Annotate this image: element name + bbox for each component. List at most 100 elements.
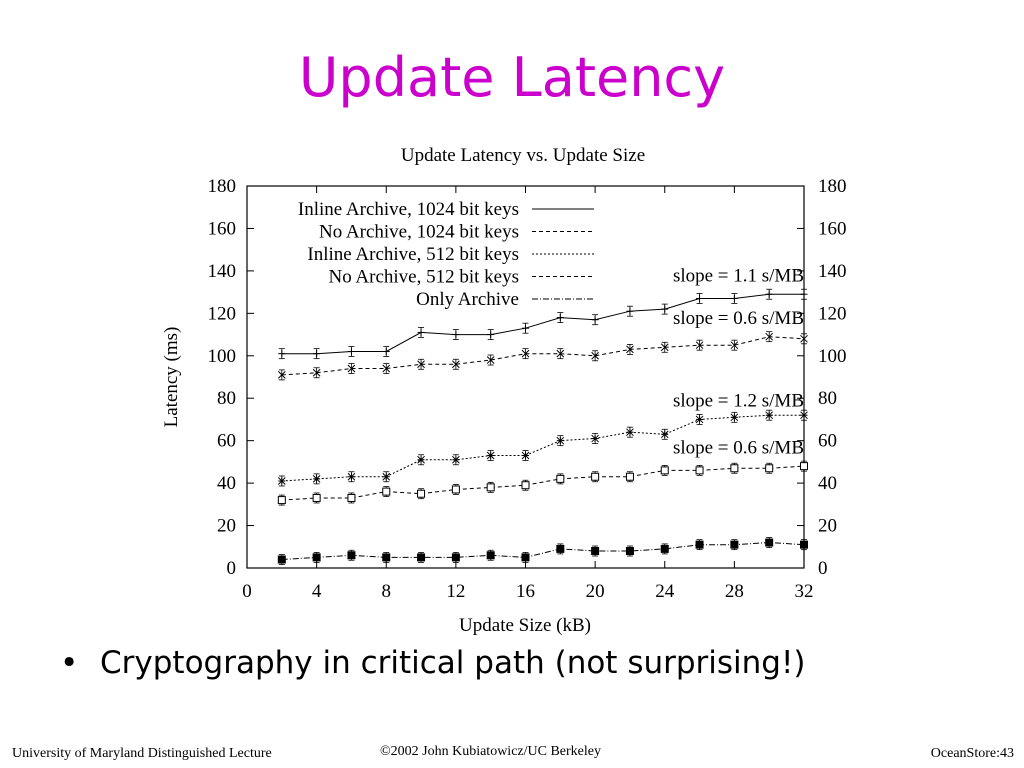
data-point (696, 293, 704, 304)
data-point (417, 327, 425, 338)
data-point (417, 358, 425, 370)
data-point (625, 545, 634, 557)
data-point (277, 494, 286, 506)
data-point (765, 462, 774, 474)
y-tick-label-right: 60 (818, 431, 837, 452)
data-point (312, 551, 321, 563)
data-point (312, 492, 321, 504)
y-tick-label-left: 60 (217, 431, 236, 452)
data-point (486, 354, 495, 366)
data-point (382, 346, 390, 357)
chart-title: Update Latency vs. Update Size (401, 145, 645, 166)
data-point (695, 464, 704, 476)
data-point (800, 539, 808, 551)
y-tick-label-right: 80 (818, 388, 837, 409)
y-axis-ticks: 0 0 20 20 40 40 60 60 80 80 100 100 120 120 140 140 160 1… (208, 176, 847, 579)
y-tick-label-right: 100 (818, 346, 847, 367)
data-point (312, 473, 321, 485)
slope-annotation: slope = 0.6 s/MB (673, 308, 804, 329)
x-tick-label: 8 (382, 581, 392, 602)
x-tick-label: 12 (446, 581, 465, 602)
data-point (661, 303, 669, 315)
x-tick-label: 16 (516, 581, 535, 602)
data-point (695, 339, 704, 351)
data-point (765, 409, 774, 421)
y-tick-label-left: 120 (208, 303, 237, 324)
data-point (382, 471, 391, 483)
data-point (591, 350, 599, 362)
y-tick-label-left: 20 (217, 516, 236, 537)
data-point (660, 428, 669, 440)
data-point (486, 481, 495, 493)
y-tick-label-right: 40 (818, 473, 837, 494)
y-tick-label-left: 0 (227, 558, 237, 579)
legend-label: Inline Archive, 1024 bit keys (298, 199, 519, 220)
bullet-symbol: • (60, 645, 79, 681)
data-point (486, 549, 495, 561)
data-point (556, 435, 565, 447)
data-point (591, 433, 599, 444)
data-point (452, 454, 460, 466)
data-point (347, 346, 355, 357)
data-point (556, 473, 565, 485)
data-point (277, 475, 286, 487)
data-point (521, 348, 530, 360)
y-tick-label-left: 180 (208, 176, 237, 197)
data-point (626, 344, 634, 355)
y-tick-label-right: 180 (818, 176, 847, 197)
data-point (591, 471, 600, 483)
data-point (626, 426, 634, 438)
series-5 (277, 537, 808, 565)
data-point (486, 450, 495, 461)
x-tick-label: 4 (312, 581, 322, 602)
x-tick-label: 28 (725, 581, 744, 602)
legend-label: Only Archive (416, 289, 519, 310)
bullet-text: Cryptography in critical path (not surpr… (100, 645, 806, 681)
data-point (800, 288, 808, 300)
data-point (765, 288, 773, 300)
legend-label: No Archive, 512 bit keys (328, 267, 519, 288)
data-point (800, 409, 808, 421)
data-point (522, 322, 529, 334)
y-axis-label: Latency (ms) (161, 327, 182, 428)
data-point (765, 331, 774, 343)
data-point (451, 484, 460, 495)
data-point (417, 488, 426, 500)
slope-annotations: slope = 1.1 s/MB slope = 0.6 s/MB slope = … (673, 266, 804, 459)
data-point (660, 341, 669, 353)
y-tick-label-left: 80 (217, 388, 236, 409)
data-point (452, 329, 460, 340)
slope-annotation: slope = 1.2 s/MB (673, 391, 804, 412)
slope-annotation: slope = 1.1 s/MB (673, 266, 804, 287)
series-line (281, 336, 805, 376)
series-1 (278, 288, 808, 360)
data-point (695, 539, 704, 551)
data-point (382, 363, 391, 374)
series-3 (277, 409, 808, 487)
series-2 (277, 331, 808, 381)
data-point (277, 554, 286, 565)
series-line (281, 293, 804, 355)
data-point (660, 464, 669, 476)
series-4 (277, 460, 808, 506)
data-point (382, 486, 391, 498)
x-tick-label: 0 (242, 581, 252, 602)
data-point (591, 545, 600, 557)
data-point (347, 549, 356, 561)
data-point (521, 450, 530, 461)
data-point (730, 293, 738, 304)
x-axis-label: Update Size (kB) (459, 615, 591, 636)
y-tick-label-left: 160 (208, 218, 237, 239)
legend: Inline Archive, 1024 bit keys No Archive,… (298, 199, 594, 310)
y-tick-label-right: 20 (818, 516, 837, 537)
data-point (278, 348, 286, 360)
bullet-point: • Cryptography in critical path (not surp… (60, 645, 1000, 681)
data-point (487, 329, 495, 340)
data-point (765, 537, 774, 548)
data-point (312, 367, 321, 379)
data-point (730, 462, 739, 474)
y-tick-label-right: 140 (818, 261, 847, 282)
x-tick-label: 20 (586, 581, 605, 602)
data-point (347, 363, 356, 374)
data-point (313, 348, 321, 360)
